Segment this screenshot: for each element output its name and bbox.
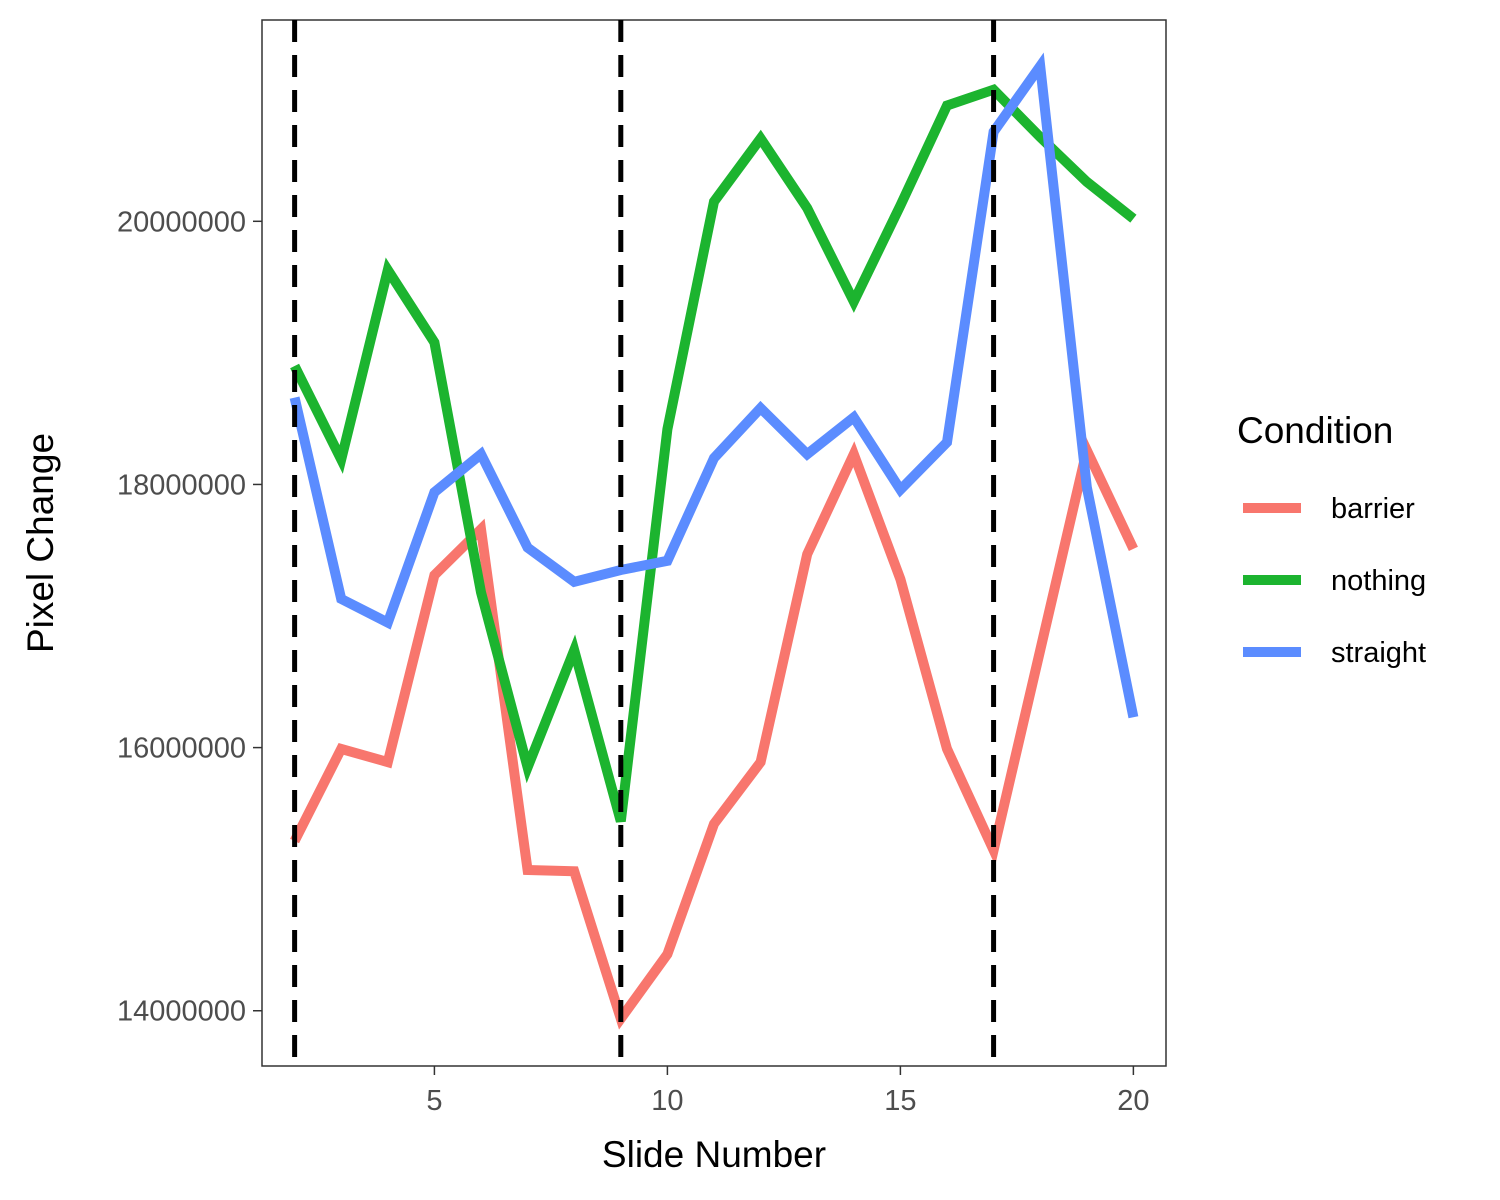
series-line-nothing [290,83,1137,823]
x-axis-title: Slide Number [602,1134,826,1175]
series-line-barrier [290,435,1138,1030]
x-axis: 5 10 15 20 [426,1066,1150,1117]
legend-item-straight: straight [1243,637,1426,669]
y-tick-label: 16000000 [117,733,246,765]
y-tick-label: 18000000 [117,469,246,501]
x-tick-label: 20 [1117,1085,1149,1117]
legend: Condition barrier nothing straight [1237,410,1426,669]
legend-label-straight: straight [1331,637,1426,669]
y-tick-label: 14000000 [117,996,246,1028]
y-axis: 14000000 16000000 18000000 20000000 [117,206,262,1028]
plot-panel-border [261,19,1167,1067]
x-tick-label: 15 [884,1085,916,1117]
legend-item-nothing: nothing [1243,565,1426,597]
legend-label-nothing: nothing [1331,565,1426,597]
x-tick-label: 5 [426,1085,442,1117]
legend-label-barrier: barrier [1331,493,1415,525]
legend-title: Condition [1237,410,1393,451]
y-tick-label: 20000000 [117,206,246,238]
y-axis-title: Pixel Change [20,433,61,653]
legend-item-barrier: barrier [1243,493,1415,525]
x-tick-label: 10 [651,1085,683,1117]
